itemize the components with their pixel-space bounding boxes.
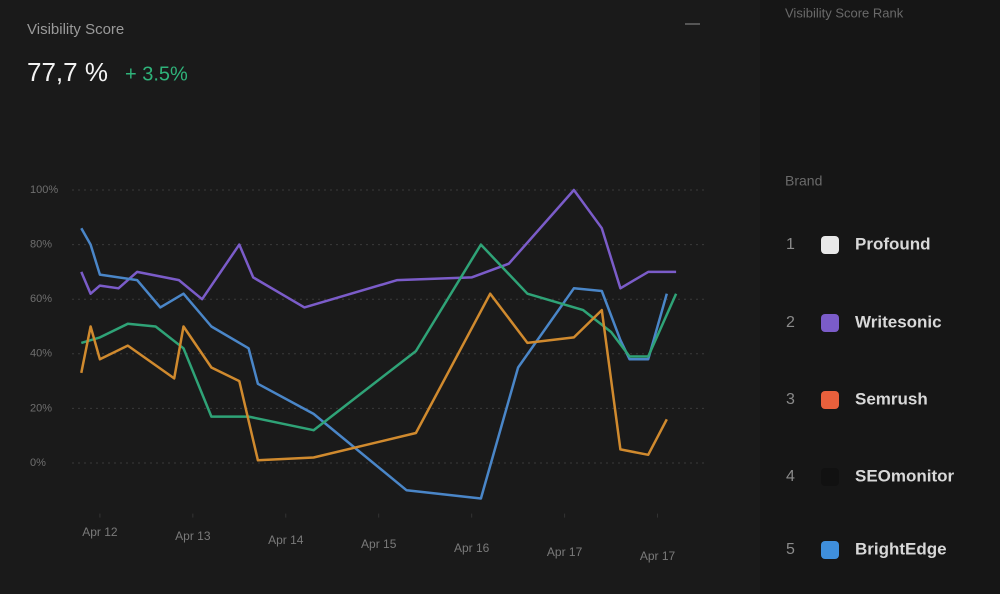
rank-number: 4 [786, 468, 795, 485]
series-line [80, 292, 668, 462]
rank-number: 1 [786, 236, 795, 253]
rank-number: 3 [786, 391, 795, 408]
rank-title: Visibility Score Rank [785, 5, 904, 20]
y-tick-label: 100% [30, 184, 58, 196]
brand-name[interactable]: Semrush [855, 389, 928, 408]
y-tick-label: 20% [30, 402, 52, 414]
x-tick-label: Apr 12 [82, 525, 118, 539]
y-tick-label: 0% [30, 457, 46, 469]
x-tick-label: Apr 17 [547, 545, 583, 559]
brand-name[interactable]: SEOmonitor [855, 466, 955, 485]
series-line [80, 227, 669, 500]
x-tick-label: Apr 13 [175, 529, 211, 543]
score-value: 77,7 % [27, 57, 108, 87]
x-tick-label: Apr 14 [268, 533, 304, 547]
brand-icon [821, 236, 839, 254]
brand-name[interactable]: BrightEdge [855, 539, 947, 558]
y-tick-label: 40% [30, 348, 52, 360]
brand-name[interactable]: Profound [855, 234, 931, 253]
rank-number: 2 [786, 314, 795, 331]
title: Visibility Score [27, 21, 124, 38]
side-panel [760, 0, 1000, 594]
brand-icon [821, 314, 839, 332]
series-line [80, 188, 677, 309]
brand-icon [821, 468, 839, 486]
score-change: + 3.5% [125, 63, 188, 85]
series-line [80, 243, 678, 432]
y-tick-label: 80% [30, 239, 52, 251]
plot: 0% 20% 40% 60% 80% 100% Apr 12 Apr 13 Apr 14 Apr … [30, 184, 704, 563]
rank-list: 1 Profound 2 Writesonic 3 Semrush 4 SEOmonitor 5… [786, 234, 955, 559]
rank-header: Brand [785, 173, 822, 189]
brand-name[interactable]: Writesonic [855, 312, 942, 331]
brand-icon [821, 541, 839, 559]
brand-icon [821, 391, 839, 409]
y-tick-label: 60% [30, 293, 52, 305]
x-tick-label: Apr 16 [454, 541, 490, 555]
x-tick-label: Apr 15 [361, 537, 397, 551]
rank-number: 5 [786, 541, 795, 558]
x-tick-label: Apr 17 [640, 549, 676, 563]
